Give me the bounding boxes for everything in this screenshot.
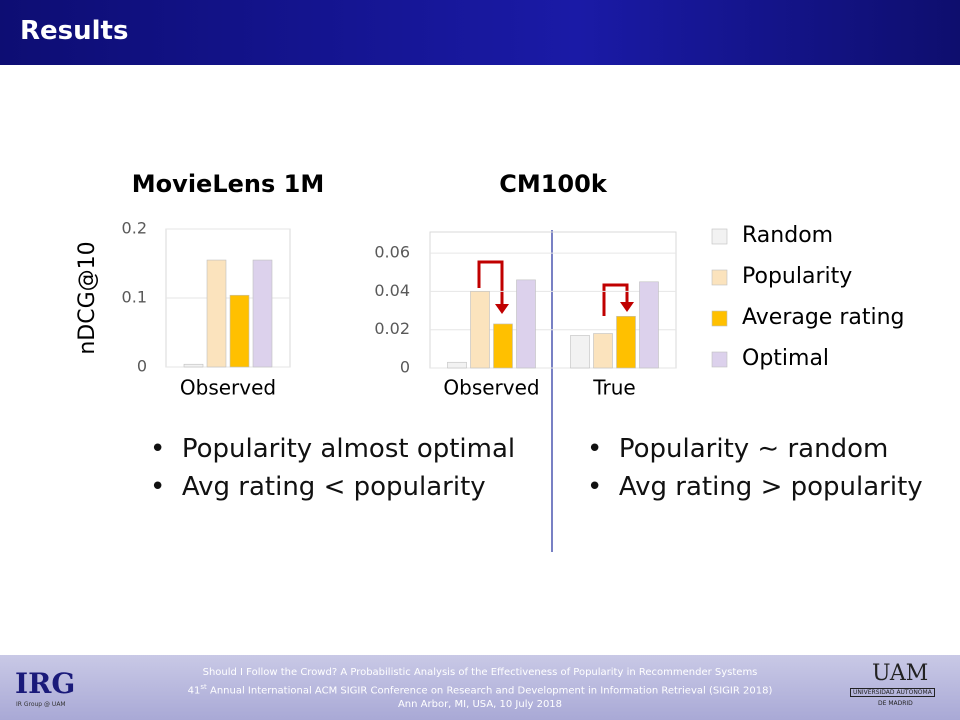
bullet-text: Avg rating < popularity	[181, 472, 486, 502]
footer-line: 41st Annual International ACM SIGIR Conf…	[160, 683, 800, 696]
logo-left-sub: IR Group @ UAM	[16, 701, 66, 708]
x-tick-label: Observed	[443, 376, 539, 400]
footer-line: Should I Follow the Crowd? A Probabilist…	[202, 667, 758, 678]
legend-swatch	[711, 228, 728, 245]
bullet-text: Avg rating > popularity	[618, 472, 923, 502]
x-tick-label: True	[592, 376, 635, 400]
bullet: • Popularity almost optimal	[150, 434, 516, 464]
arrowheads	[495, 302, 634, 314]
bar	[183, 363, 204, 368]
footer: IRG IR Group @ UAM Should I Follow the C…	[0, 655, 960, 720]
y-axis-label: nDCG@10	[75, 241, 100, 354]
legend-swatch	[711, 269, 728, 286]
bullet-text: Popularity almost optimal	[181, 434, 516, 464]
bar	[229, 294, 250, 368]
legend-label: Random	[742, 223, 833, 248]
logo-left: IRG	[15, 667, 76, 700]
bar	[252, 259, 273, 368]
y-tick-label: 0.1	[122, 288, 147, 307]
arrowhead	[620, 302, 634, 312]
legend-label: Optimal	[742, 346, 829, 371]
footer-text: 41	[187, 685, 201, 697]
title-bar	[0, 0, 960, 65]
bullet: • Avg rating < popularity	[150, 472, 486, 502]
legend-swatch	[711, 310, 728, 327]
footer-text: Annual International ACM SIGIR Conferenc…	[206, 685, 773, 697]
bullet-text: Popularity ∼ random	[618, 434, 889, 464]
bar	[639, 281, 659, 369]
plot-frame	[429, 231, 677, 369]
arrow	[477, 260, 504, 306]
x-tick-label: Observed	[180, 376, 276, 400]
y-tick-label: 0.04	[374, 281, 410, 300]
bar	[593, 333, 613, 369]
bar	[570, 335, 590, 369]
legend-swatch	[711, 351, 728, 368]
legend-label: Average rating	[742, 305, 905, 330]
bullet: • Avg rating > popularity	[587, 472, 923, 502]
arrows	[477, 260, 629, 316]
bar	[493, 323, 513, 369]
logo-right: UAM	[872, 661, 929, 686]
bullet: • Popularity ∼ random	[587, 434, 889, 464]
footer-sup: st	[200, 683, 207, 691]
y-tick-label: 0	[137, 357, 147, 376]
y-tick-label: 0.02	[374, 319, 410, 338]
bar	[470, 291, 490, 369]
logo-right-sub: UNIVERSIDAD AUTONOMA	[850, 688, 935, 697]
legend-label: Popularity	[742, 264, 852, 289]
chart-title: CM100k	[499, 170, 608, 198]
slide-title: Results	[20, 16, 129, 46]
y-tick-label: 0.06	[374, 243, 410, 262]
bar	[206, 259, 227, 368]
y-tick-label: 0.2	[122, 219, 147, 238]
logo-right-sub: DE MADRID	[878, 700, 913, 707]
chart-title: MovieLens 1M	[132, 170, 324, 198]
footer-line: Ann Arbor, MI, USA, 10 July 2018	[397, 699, 563, 710]
arrow	[602, 283, 629, 316]
bar	[516, 279, 536, 369]
bar	[616, 315, 636, 369]
arrowhead	[495, 304, 509, 314]
bar	[447, 361, 467, 369]
y-tick-label: 0	[400, 358, 410, 377]
